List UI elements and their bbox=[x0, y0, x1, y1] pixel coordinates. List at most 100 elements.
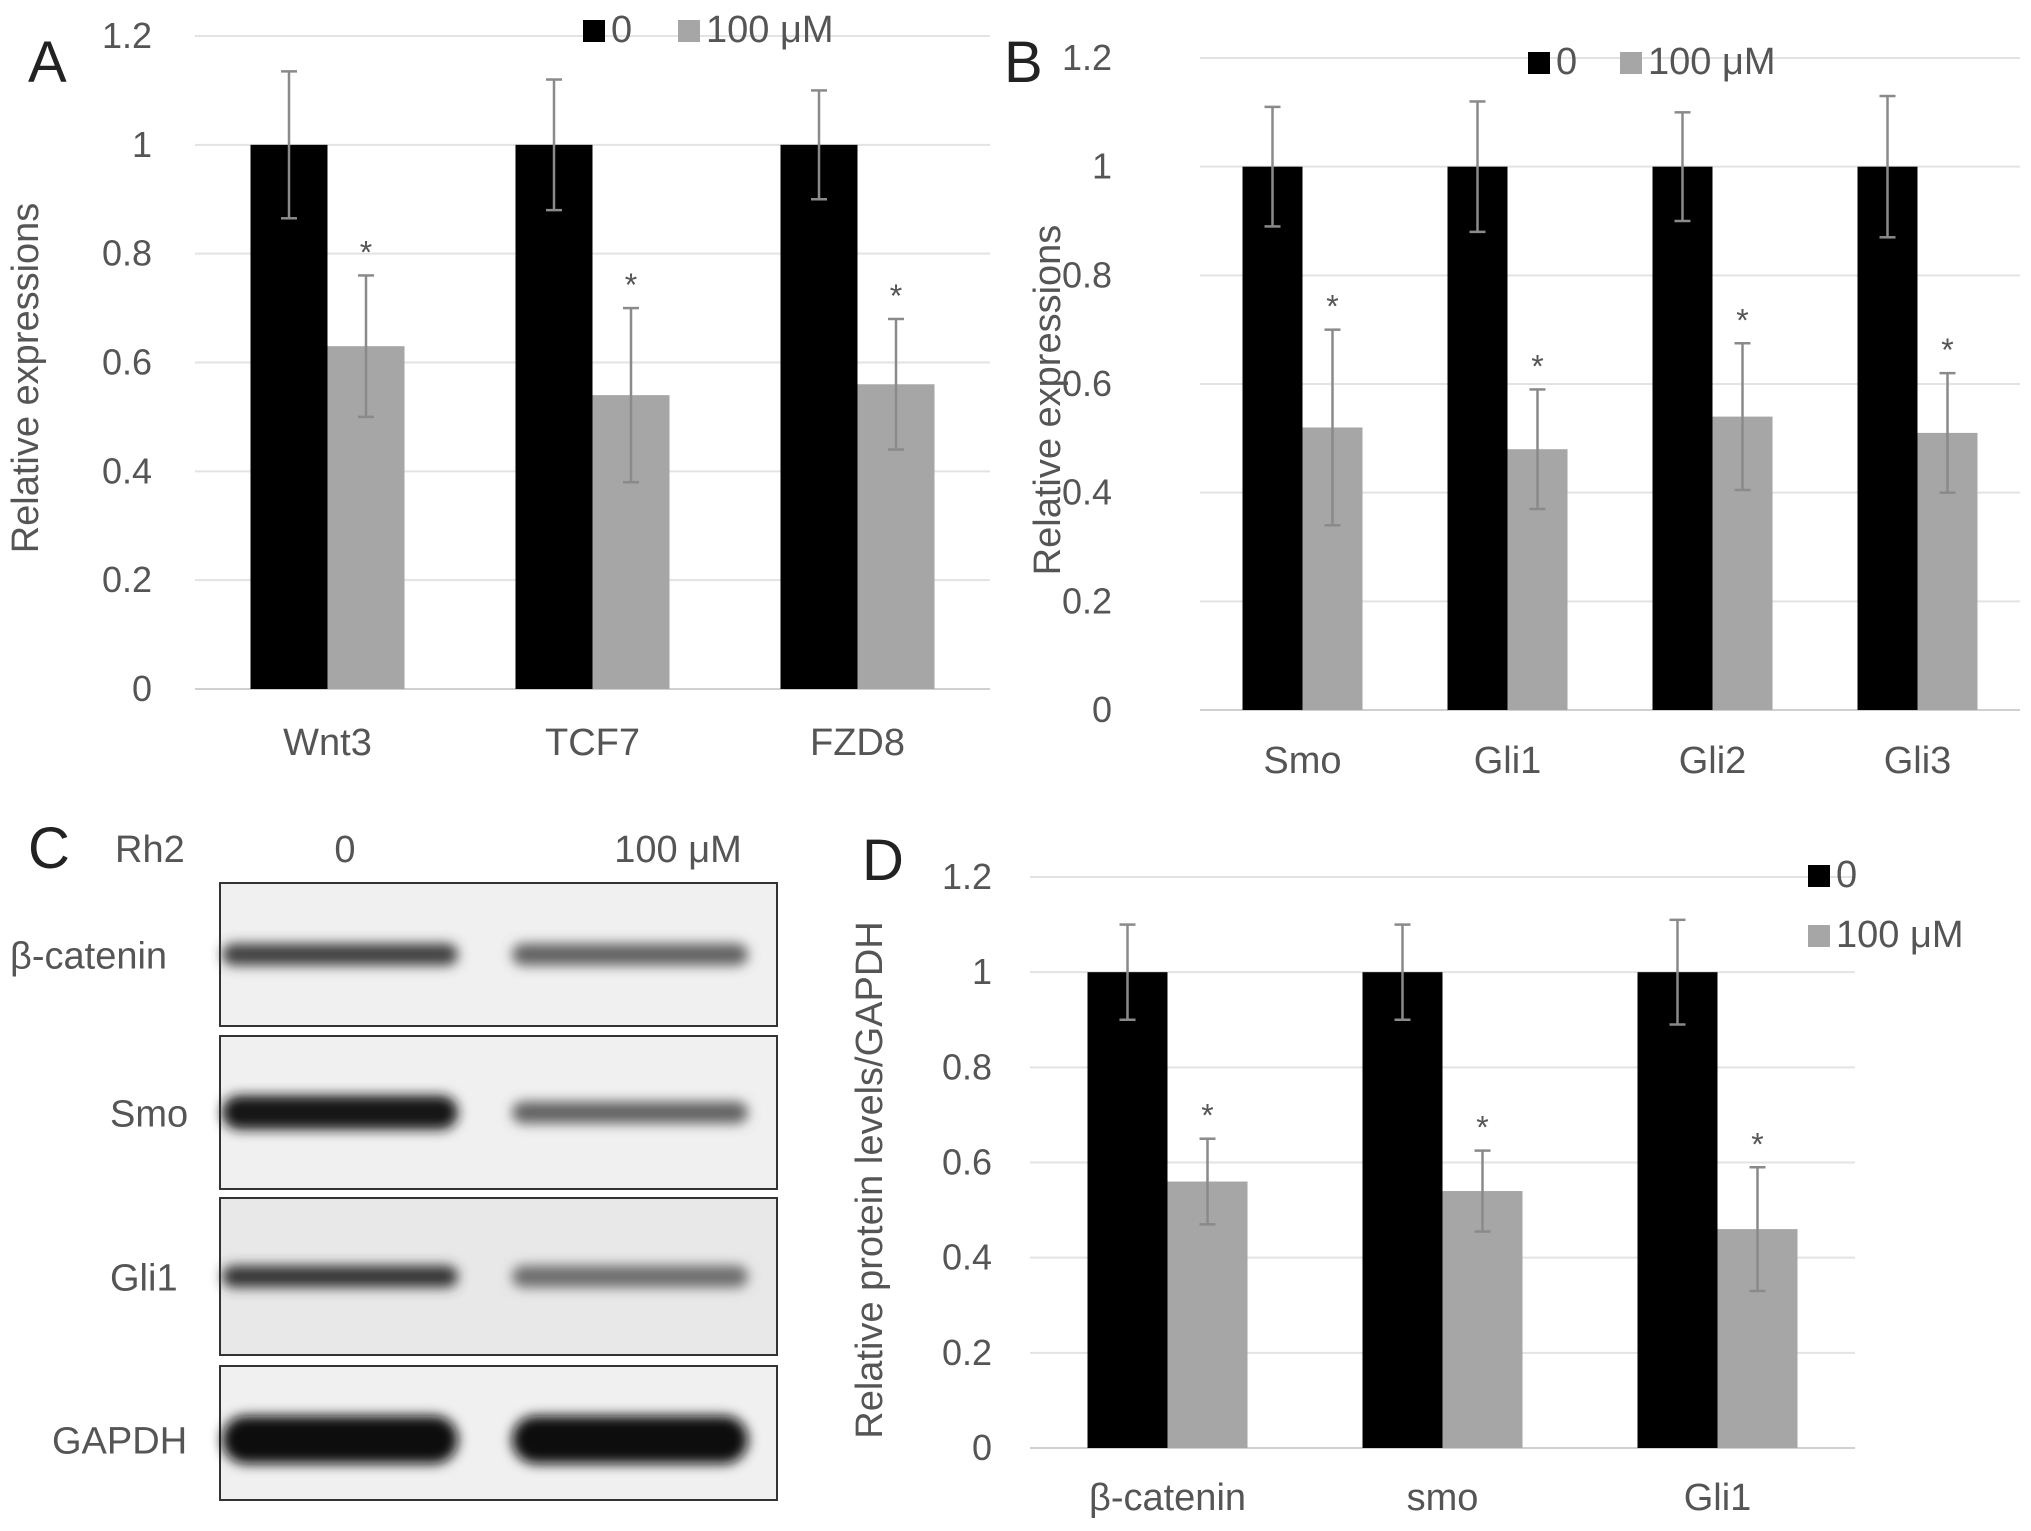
bar-control bbox=[1362, 972, 1443, 1448]
category-label: Gli3 bbox=[1884, 740, 1952, 782]
blot-row-label: Smo bbox=[110, 1094, 188, 1136]
legend-swatch bbox=[678, 20, 700, 42]
significance-marker: * bbox=[1326, 289, 1338, 325]
panel-letter-c: C bbox=[28, 816, 70, 881]
significance-marker: * bbox=[890, 278, 902, 314]
blot-band bbox=[222, 1415, 458, 1464]
blot-row: β-catenin bbox=[10, 882, 778, 1027]
y-axis-label: Relative protein levels/GAPDH bbox=[849, 921, 891, 1438]
legend-item: 100 μM bbox=[1620, 41, 1776, 83]
y-tick-label: 0.2 bbox=[942, 1332, 992, 1373]
significance-marker: * bbox=[625, 267, 637, 303]
blot-row-label: GAPDH bbox=[52, 1421, 187, 1463]
bar-control bbox=[780, 144, 858, 690]
blot-row-label: β-catenin bbox=[10, 936, 167, 978]
significance-marker: * bbox=[1476, 1110, 1488, 1146]
category-label: Gli1 bbox=[1684, 1477, 1752, 1519]
category-label: β-catenin bbox=[1089, 1477, 1246, 1519]
blot-lane-label-treated: 100 μM bbox=[614, 829, 742, 871]
y-tick-label: 0.2 bbox=[1062, 580, 1112, 621]
legend-swatch bbox=[1808, 865, 1830, 887]
category-label: TCF7 bbox=[545, 722, 640, 764]
legend-swatch bbox=[1620, 52, 1642, 74]
significance-marker: * bbox=[1751, 1126, 1763, 1162]
legend-item: 0 bbox=[583, 9, 632, 51]
panel-letter-a: A bbox=[28, 30, 67, 95]
blot-band bbox=[512, 1265, 748, 1288]
blot-band bbox=[512, 1415, 748, 1464]
y-tick-label: 0 bbox=[972, 1427, 992, 1468]
category-label: Gli1 bbox=[1474, 740, 1542, 782]
category-label: Wnt3 bbox=[283, 722, 372, 764]
y-tick-label: 0.6 bbox=[102, 342, 152, 383]
blot-row-label: Gli1 bbox=[110, 1258, 178, 1300]
bar-control bbox=[515, 144, 593, 690]
y-tick-label: 1 bbox=[972, 951, 992, 992]
legend-label: 100 μM bbox=[706, 9, 834, 51]
legend-label: 0 bbox=[611, 9, 632, 51]
y-tick-label: 0.4 bbox=[942, 1237, 992, 1278]
category-label: smo bbox=[1407, 1477, 1479, 1519]
chart-panel-b: 0 0.2 0.4 0.6 0.8 1 1.2 Relative expressions * Sm… bbox=[1027, 37, 2020, 782]
category-label: FZD8 bbox=[810, 722, 905, 764]
legend-label: 100 μM bbox=[1836, 914, 1964, 956]
chart-panel-d: 0 0.2 0.4 0.6 0.8 1 1.2 Relative protein levels… bbox=[849, 854, 1964, 1519]
y-tick-label: 0.8 bbox=[102, 233, 152, 274]
legend-swatch bbox=[583, 20, 605, 42]
category-label: Smo bbox=[1263, 740, 1341, 782]
bar-control bbox=[1637, 972, 1718, 1448]
legend-label: 0 bbox=[1836, 854, 1857, 896]
y-axis-label: Relative expressions bbox=[1027, 225, 1069, 576]
y-tick-label: 1 bbox=[132, 124, 152, 165]
western-blot-panel: C Rh2 0 100 μM β-catenin Smo Gli1 GAPDH bbox=[10, 816, 778, 1501]
bar-control bbox=[1447, 166, 1508, 710]
blot-band bbox=[512, 1101, 748, 1124]
y-tick-label: 0 bbox=[132, 668, 152, 709]
blot-row: Smo bbox=[110, 1035, 778, 1190]
significance-marker: * bbox=[1941, 332, 1953, 368]
y-tick-label: 1.2 bbox=[1062, 37, 1112, 78]
blot-band bbox=[222, 1265, 458, 1288]
significance-marker: * bbox=[360, 234, 372, 270]
y-tick-label: 0.4 bbox=[1062, 472, 1112, 513]
panel-letter-d: D bbox=[862, 828, 904, 893]
y-tick-label: 0.8 bbox=[942, 1046, 992, 1087]
legend-label: 100 μM bbox=[1648, 41, 1776, 83]
legend-item: 100 μM bbox=[678, 9, 834, 51]
blot-band bbox=[222, 943, 458, 966]
blot-lane-label-control: 0 bbox=[334, 829, 355, 871]
legend-item: 100 μM bbox=[1808, 914, 1964, 956]
bar-control bbox=[1087, 972, 1168, 1448]
y-tick-label: 1.2 bbox=[102, 15, 152, 56]
blot-band bbox=[222, 1095, 458, 1130]
blot-row-header: Rh2 bbox=[115, 829, 185, 871]
y-tick-label: 1 bbox=[1092, 146, 1112, 187]
legend-label: 0 bbox=[1556, 41, 1577, 83]
significance-marker: * bbox=[1531, 348, 1543, 384]
y-axis-label: Relative expressions bbox=[5, 203, 47, 554]
bar-control bbox=[1242, 166, 1303, 710]
bar-control bbox=[1857, 166, 1918, 710]
bar-treated bbox=[1442, 1191, 1523, 1448]
y-tick-label: 0 bbox=[1092, 689, 1112, 730]
blot-row: GAPDH bbox=[52, 1365, 778, 1501]
y-tick-label: 0.2 bbox=[102, 559, 152, 600]
y-tick-label: 1.2 bbox=[942, 856, 992, 897]
y-tick-label: 0.8 bbox=[1062, 254, 1112, 295]
bar-treated bbox=[1167, 1181, 1248, 1448]
y-tick-label: 0.6 bbox=[942, 1142, 992, 1183]
significance-marker: * bbox=[1736, 302, 1748, 338]
panel-letter-b: B bbox=[1004, 30, 1043, 95]
bar-control bbox=[250, 144, 328, 690]
blot-row: Gli1 bbox=[110, 1197, 778, 1356]
legend-swatch bbox=[1808, 925, 1830, 947]
chart-panel-a: 0 0.2 0.4 0.6 0.8 1 1.2 Relative expressions * Wn… bbox=[5, 9, 990, 764]
y-tick-label: 0.6 bbox=[1062, 363, 1112, 404]
y-tick-label: 0.4 bbox=[102, 450, 152, 491]
bar-control bbox=[1652, 166, 1713, 710]
legend-item: 0 bbox=[1528, 41, 1577, 83]
significance-marker: * bbox=[1201, 1098, 1213, 1134]
category-label: Gli2 bbox=[1679, 740, 1747, 782]
legend-item: 0 bbox=[1808, 854, 1857, 896]
